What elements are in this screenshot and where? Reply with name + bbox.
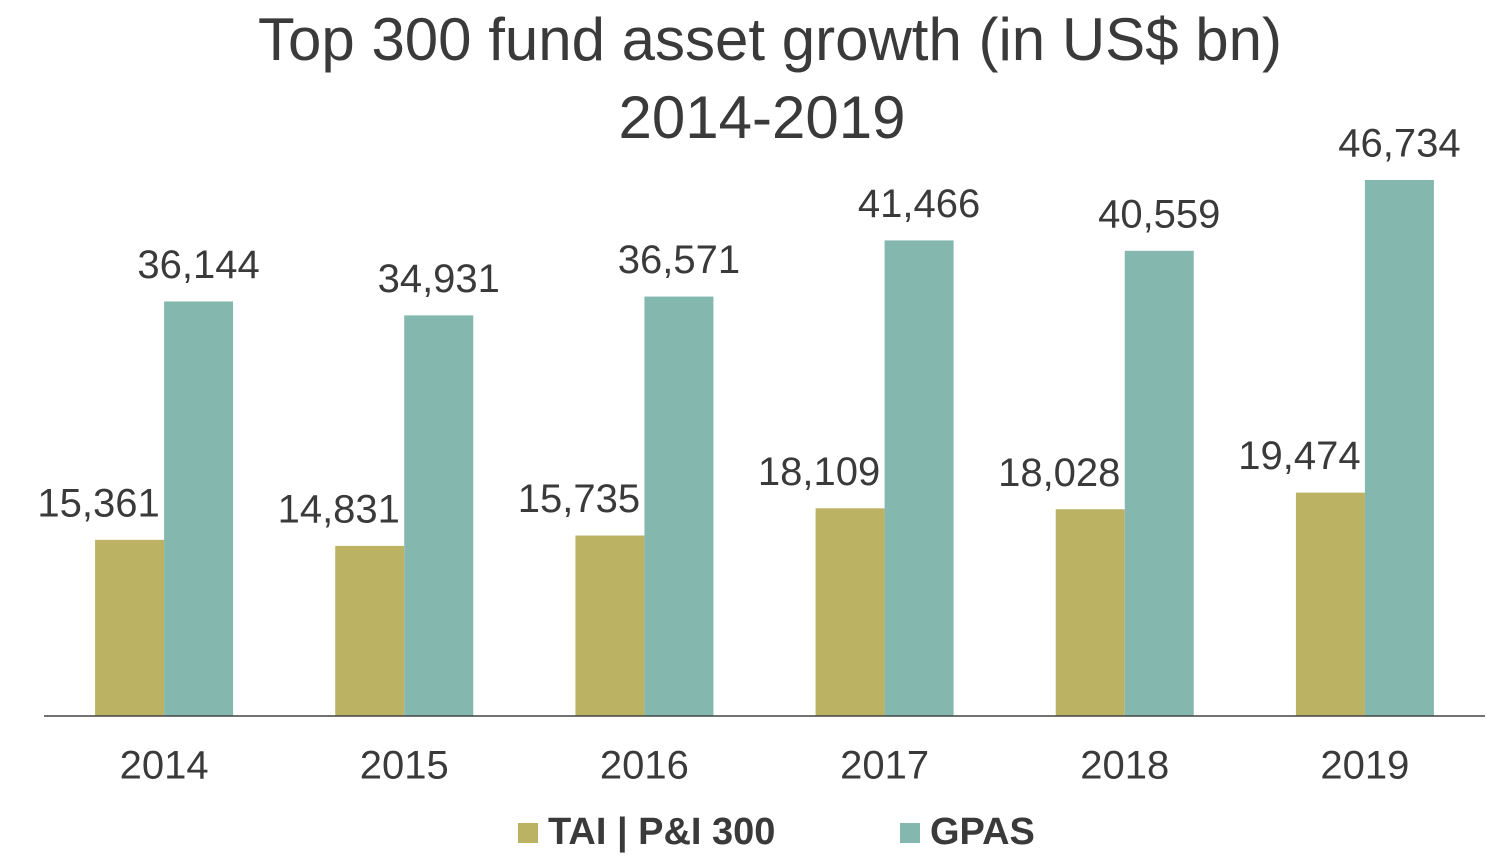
- data-label: 41,466: [858, 182, 980, 226]
- bar: [95, 539, 165, 716]
- bar: [335, 545, 405, 716]
- x-tick-label: 2014: [120, 744, 209, 788]
- data-label: 34,931: [378, 257, 500, 301]
- legend-swatch: [518, 823, 538, 843]
- bar: [644, 296, 714, 716]
- bar: [1124, 250, 1194, 717]
- data-label: 19,474: [1238, 434, 1360, 478]
- data-label: 14,831: [278, 487, 400, 531]
- bar: [404, 315, 474, 716]
- chart-subtitle: 2014-2019: [619, 84, 906, 151]
- bar: [1055, 509, 1125, 716]
- x-tick-label: 2019: [1320, 744, 1409, 788]
- data-label: 15,735: [518, 477, 640, 521]
- data-label: 40,559: [1098, 192, 1220, 236]
- data-label: 36,144: [137, 243, 259, 287]
- bar: [815, 508, 885, 716]
- bar: [1364, 180, 1434, 716]
- x-tick-label: 2017: [840, 744, 929, 788]
- x-tick-label: 2016: [600, 744, 689, 788]
- chart-title: Top 300 fund asset growth (in US$ bn): [258, 6, 1282, 73]
- x-tick-label: 2015: [360, 744, 449, 788]
- bar: [575, 535, 645, 716]
- bar: [164, 301, 234, 716]
- x-tick-label: 2018: [1080, 744, 1169, 788]
- bar: [1295, 492, 1365, 716]
- data-label: 18,109: [758, 450, 880, 494]
- legend-label: GPAS: [930, 811, 1035, 853]
- legend-swatch: [900, 823, 920, 843]
- data-label: 36,571: [618, 238, 740, 282]
- bar: [884, 240, 954, 717]
- data-label: 46,734: [1338, 122, 1460, 166]
- data-label: 18,028: [998, 451, 1120, 495]
- legend-label: TAI | P&I 300: [548, 811, 775, 853]
- data-label: 15,361: [37, 481, 159, 525]
